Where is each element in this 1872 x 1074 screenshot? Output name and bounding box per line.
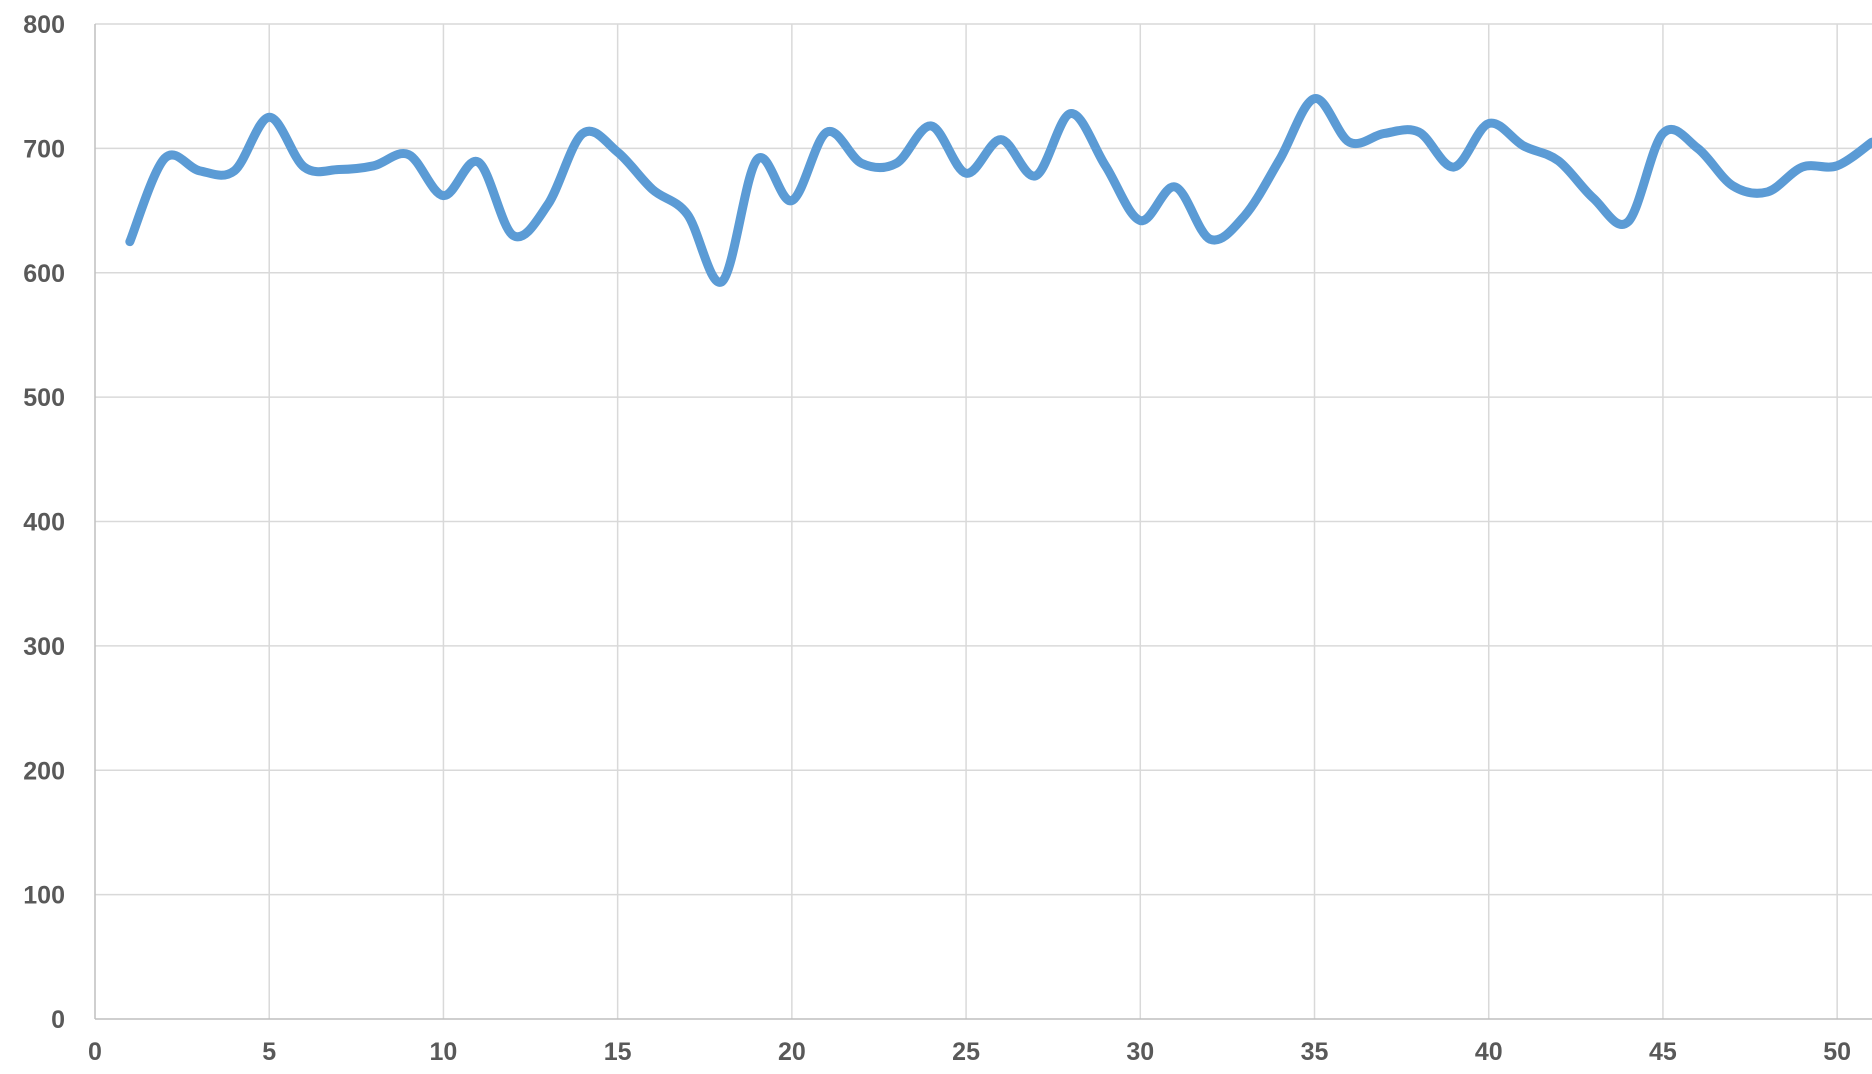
- data-point: [1067, 110, 1075, 118]
- data-point: [1101, 162, 1109, 170]
- y-tick-label: 700: [23, 135, 65, 163]
- data-point: [718, 277, 726, 285]
- data-point: [1415, 128, 1423, 136]
- data-point: [1171, 183, 1179, 191]
- data-point: [335, 166, 343, 174]
- x-tick-label: 0: [88, 1038, 102, 1066]
- data-point: [1485, 120, 1493, 128]
- y-tick-label: 300: [23, 633, 65, 661]
- data-point: [509, 231, 517, 239]
- y-tick-label: 600: [23, 260, 65, 288]
- data-point: [1554, 157, 1562, 165]
- data-point: [1589, 194, 1597, 202]
- series-line: [125, 94, 1872, 287]
- x-tick-label: 45: [1649, 1038, 1677, 1066]
- data-point: [1032, 172, 1040, 180]
- data-point: [1136, 217, 1144, 225]
- data-point: [370, 162, 378, 170]
- x-tick-label: 10: [430, 1038, 458, 1066]
- x-tick-label: 20: [778, 1038, 806, 1066]
- data-point: [1345, 138, 1353, 146]
- data-point: [788, 197, 796, 205]
- data-point: [1206, 235, 1214, 243]
- x-tick-label: 5: [262, 1038, 276, 1066]
- axes: [94, 24, 1872, 1020]
- data-point: [927, 122, 935, 130]
- data-point: [1450, 163, 1458, 171]
- data-point: [1798, 163, 1806, 171]
- y-tick-label: 100: [23, 882, 65, 910]
- data-point: [1833, 162, 1841, 170]
- data-point: [544, 200, 552, 208]
- data-point: [1659, 129, 1667, 137]
- data-point: [405, 151, 413, 159]
- data-point: [962, 169, 970, 177]
- y-tick-label: 400: [23, 509, 65, 537]
- data-point: [196, 167, 204, 175]
- data-point: [1694, 144, 1702, 152]
- y-tick-label: 0: [51, 1006, 65, 1034]
- x-tick-label: 30: [1126, 1038, 1154, 1066]
- data-point: [1380, 129, 1388, 137]
- tick-labels: 0 100 200 300 400 500 600 700 800 0 5 10 15 20 25 30 35 4…: [23, 11, 1851, 1066]
- y-tick-label: 800: [23, 11, 65, 39]
- data-point: [439, 192, 447, 200]
- data-point: [648, 185, 656, 193]
- data-point: [579, 129, 587, 137]
- data-point: [265, 113, 273, 121]
- data-point: [892, 159, 900, 167]
- y-tick-label: 500: [23, 384, 65, 412]
- x-tick-label: 35: [1301, 1038, 1329, 1066]
- x-tick-label: 50: [1823, 1038, 1851, 1066]
- data-point: [1763, 188, 1771, 196]
- data-point: [1729, 182, 1737, 190]
- y-tick-label: 200: [23, 757, 65, 785]
- data-point: [997, 136, 1005, 144]
- data-point: [161, 154, 169, 162]
- gridlines: [95, 23, 1872, 1019]
- data-point: [614, 148, 622, 156]
- data-point: [1311, 95, 1319, 103]
- data-point: [1276, 156, 1284, 164]
- data-point: [683, 210, 691, 218]
- data-point: [230, 167, 238, 175]
- data-point: [753, 156, 761, 164]
- x-tick-label: 25: [952, 1038, 980, 1066]
- data-point: [823, 128, 831, 136]
- data-point: [1241, 212, 1249, 220]
- data-point: [474, 158, 482, 166]
- data-point: [300, 163, 308, 171]
- series-layer: [125, 94, 1872, 287]
- x-tick-label: 15: [604, 1038, 632, 1066]
- x-tick-label: 40: [1475, 1038, 1503, 1066]
- data-point: [126, 238, 134, 246]
- data-point: [858, 159, 866, 167]
- data-point: [1520, 142, 1528, 150]
- data-point: [1624, 218, 1632, 226]
